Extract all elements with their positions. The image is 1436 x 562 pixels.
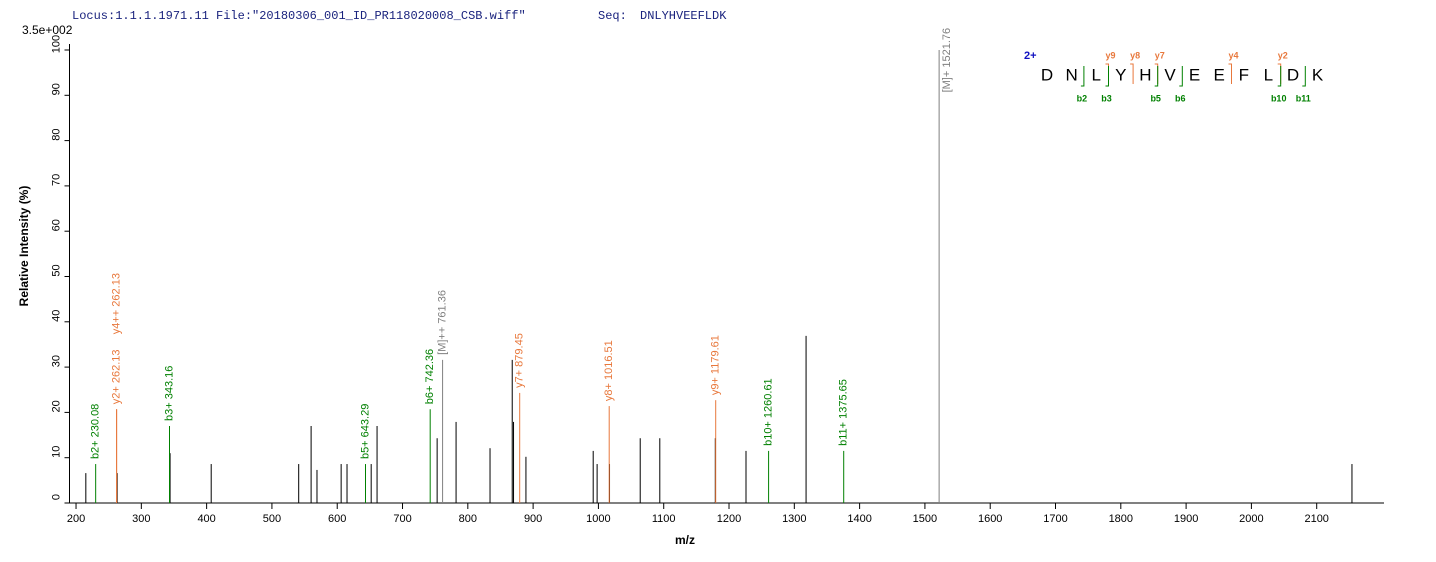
b-ion-label: b11 bbox=[1296, 93, 1311, 103]
y-tick-label: 40 bbox=[50, 310, 62, 322]
charge-label: 2+ bbox=[1024, 50, 1037, 62]
x-tick-label: 1000 bbox=[586, 513, 610, 525]
x-tick-label: 1900 bbox=[1174, 513, 1198, 525]
x-tick-label: 1500 bbox=[913, 513, 937, 525]
x-tick-label: 1300 bbox=[782, 513, 806, 525]
peak-label: b6+ 742.36 bbox=[424, 349, 436, 404]
y-ion-label: y7 bbox=[1155, 50, 1165, 60]
y-tick-label: 0 bbox=[50, 494, 62, 500]
residue: D bbox=[1041, 65, 1053, 84]
peak-label: y2+ 262.13 bbox=[111, 349, 123, 404]
x-tick-label: 1200 bbox=[717, 513, 741, 525]
y-ion-marker bbox=[1228, 63, 1232, 84]
y-tick-label: 70 bbox=[50, 174, 62, 186]
residue: E bbox=[1189, 65, 1200, 84]
x-tick-label: 1600 bbox=[978, 513, 1002, 525]
x-tick-label: 1800 bbox=[1109, 513, 1133, 525]
x-axis-label: m/z bbox=[675, 533, 695, 547]
b-ion-marker bbox=[1080, 66, 1085, 87]
y-tick-label: 100 bbox=[50, 35, 62, 53]
residue: K bbox=[1312, 65, 1324, 84]
x-tick-label: 2100 bbox=[1304, 513, 1328, 525]
y-ion-marker bbox=[1130, 63, 1134, 84]
y-ion-label: y2 bbox=[1278, 50, 1288, 60]
seq-label: Seq: bbox=[598, 9, 627, 23]
peak-label: y7+ 879.45 bbox=[514, 333, 526, 388]
x-tick-label: 600 bbox=[328, 513, 346, 525]
x-tick-label: 300 bbox=[132, 513, 150, 525]
residue: E bbox=[1214, 65, 1225, 84]
y-axis-label: Relative Intensity (%) bbox=[17, 186, 31, 307]
x-tick-label: 700 bbox=[393, 513, 411, 525]
b-ion-label: b5 bbox=[1150, 93, 1161, 103]
peak-label: y4++ 262.13 bbox=[111, 273, 123, 334]
peak-label: b10+ 1260.61 bbox=[762, 378, 774, 446]
y-tick-label: 50 bbox=[50, 264, 62, 276]
scale-label: 3.5e+002 bbox=[22, 23, 73, 37]
x-tick-label: 1400 bbox=[847, 513, 871, 525]
b-ion-label: b3 bbox=[1101, 93, 1112, 103]
y-tick-label: 30 bbox=[50, 355, 62, 367]
x-tick-label: 800 bbox=[459, 513, 477, 525]
peak-label: y8+ 1016.51 bbox=[603, 340, 615, 401]
peak-label: [M]+ 1521.76 bbox=[941, 28, 953, 93]
residue: V bbox=[1164, 65, 1176, 84]
peak-label: b11+ 1375.65 bbox=[838, 379, 850, 446]
y-ion-label: y4 bbox=[1228, 50, 1238, 60]
peak-label: y9+ 1179.61 bbox=[710, 335, 722, 395]
b-ion-marker bbox=[1277, 66, 1282, 87]
residue: F bbox=[1239, 65, 1249, 84]
b-ion-marker bbox=[1179, 66, 1183, 87]
x-tick-label: 400 bbox=[197, 513, 215, 525]
y-tick-label: 10 bbox=[50, 446, 62, 458]
b-ion-marker bbox=[1302, 66, 1306, 87]
residue: L bbox=[1264, 65, 1273, 84]
peak-label: b2+ 230.08 bbox=[90, 404, 102, 459]
x-tick-label: 900 bbox=[524, 513, 542, 525]
peak-label: b3+ 343.16 bbox=[163, 366, 175, 421]
peak-label: [M]++ 761.36 bbox=[436, 290, 448, 355]
y-ion-label: y9 bbox=[1105, 50, 1115, 60]
residue: N bbox=[1065, 65, 1077, 84]
y-tick-label: 60 bbox=[50, 219, 62, 231]
locus-header: Locus:1.1.1.1971.11 File:"20180306_001_I… bbox=[72, 9, 526, 23]
x-tick-label: 2000 bbox=[1239, 513, 1263, 525]
b-ion-label: b6 bbox=[1175, 93, 1186, 103]
x-tick-label: 1700 bbox=[1043, 513, 1067, 525]
peak-label: b5+ 643.29 bbox=[359, 404, 371, 459]
x-tick-label: 500 bbox=[263, 513, 281, 525]
x-tick-label: 200 bbox=[67, 513, 85, 525]
residue: Y bbox=[1115, 65, 1126, 84]
residue: D bbox=[1287, 65, 1299, 84]
b-ion-marker bbox=[1105, 66, 1109, 87]
y-tick-label: 90 bbox=[50, 83, 62, 95]
seq-value: DNLYHVEEFLDK bbox=[640, 9, 727, 23]
b-ion-marker bbox=[1154, 66, 1159, 87]
y-tick-label: 80 bbox=[50, 128, 62, 140]
y-ion-label: y8 bbox=[1130, 50, 1140, 60]
b-ion-label: b10 bbox=[1271, 93, 1287, 103]
x-tick-label: 1100 bbox=[652, 513, 676, 525]
residue: H bbox=[1139, 65, 1151, 84]
b-ion-label: b2 bbox=[1077, 93, 1088, 103]
residue: L bbox=[1091, 65, 1100, 84]
y-tick-label: 20 bbox=[50, 400, 62, 412]
